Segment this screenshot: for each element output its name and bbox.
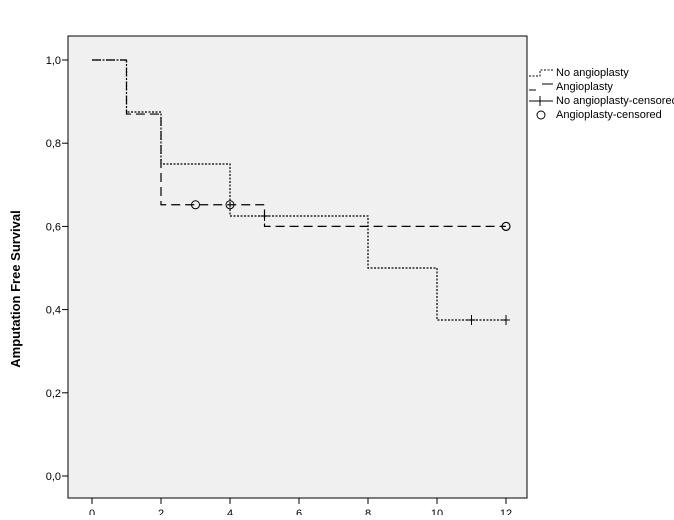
legend-label: No angioplasty-censored	[556, 95, 674, 107]
legend-label: Angioplasty-censored	[556, 109, 662, 121]
legend-label: No angioplasty	[556, 67, 629, 79]
legend-item-angioplasty: Angioplasty	[528, 80, 674, 94]
censor-mark-circle	[501, 221, 511, 231]
legend-label: Angioplasty	[556, 81, 613, 93]
censor-mark-circle	[225, 200, 235, 210]
plot-area	[67, 35, 528, 499]
series-line-angioplasty	[92, 59, 506, 227]
legend: No angioplasty Angioplasty No angioplast…	[528, 66, 674, 122]
y-tick-label: 0,2	[46, 388, 61, 400]
legend-symbol-dashed-step	[529, 83, 553, 91]
x-tick-label: 2	[158, 508, 164, 515]
legend-item-no-angioplasty-censored: No angioplasty-censored	[528, 94, 674, 108]
censor-mark-circle	[191, 200, 200, 210]
y-axis-label: Amputation Free Survival	[8, 210, 23, 367]
x-tick-label: 4	[227, 508, 233, 515]
censor-mark-plus	[502, 315, 510, 325]
censor-mark-plus	[467, 315, 476, 325]
y-tick-label: 0,0	[46, 471, 61, 483]
plus-icon	[529, 96, 553, 106]
y-tick-label: 0,4	[46, 305, 61, 317]
x-tick-label: 12	[500, 508, 512, 515]
x-tick-label: 6	[296, 508, 302, 515]
legend-item-angioplasty-censored: Angioplasty-censored	[528, 108, 674, 122]
legend-symbol-dotted-step	[529, 69, 553, 77]
legend-item-no-angioplasty: No angioplasty	[528, 66, 674, 80]
circle-icon	[536, 110, 546, 120]
y-tick-label: 1,0	[46, 55, 61, 67]
x-tick-label: 0	[89, 508, 95, 515]
y-tick-label: 0,8	[46, 138, 61, 150]
x-tick-label: 10	[431, 508, 443, 515]
y-tick-label: 0,6	[46, 221, 61, 233]
x-tick-label: 8	[365, 508, 371, 515]
